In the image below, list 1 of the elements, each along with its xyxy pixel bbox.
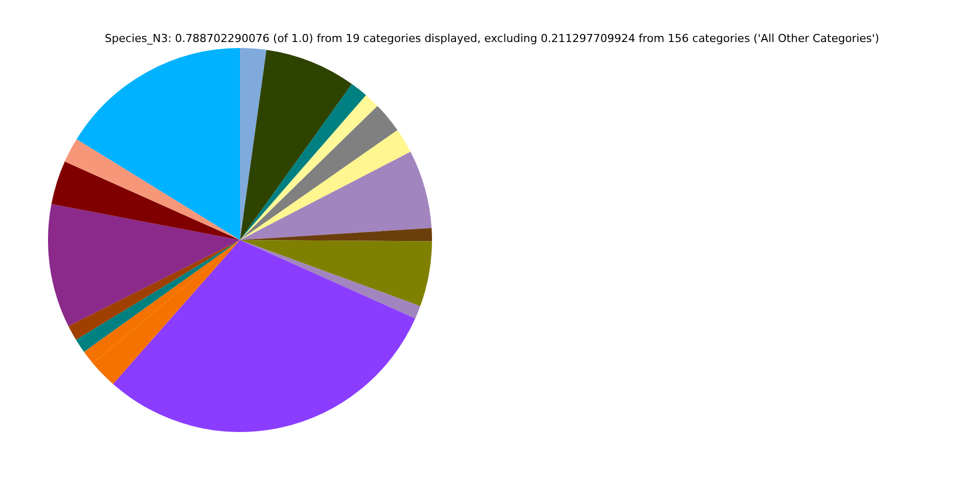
text: Species_N3: 0.788702290076 (of 1.0) from 19 categories displayed, excluding 0.211297709924 from 156 categories ('All Other Categories') — [104, 32, 880, 45]
